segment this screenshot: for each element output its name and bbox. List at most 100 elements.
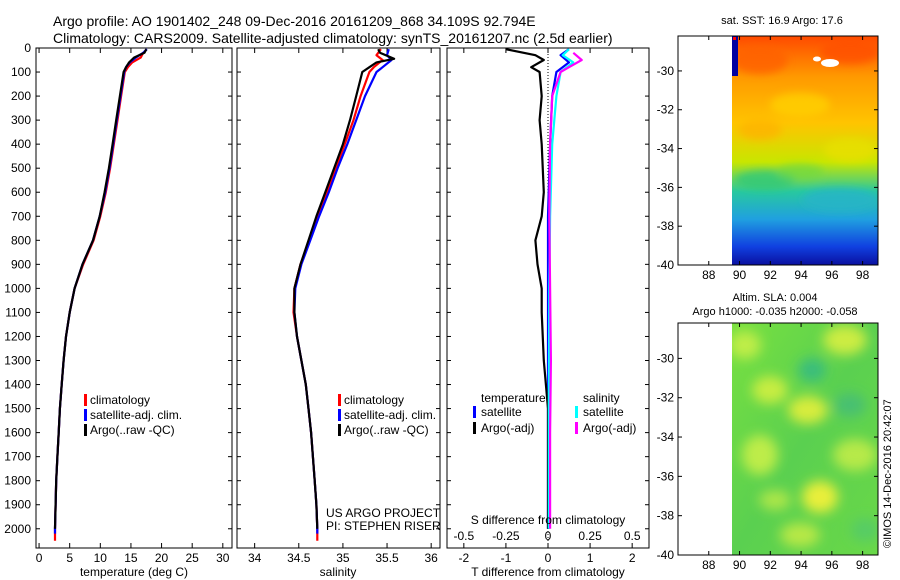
sst-lat-label: -36 (657, 180, 675, 194)
sal-series-argo-raw-qc- (293, 48, 396, 529)
temp-series-climatology (53, 52, 145, 541)
sla-axis-ticks: 88 90 92 94 96 98 -30 -32 -34 -36 -38 -40 (657, 323, 878, 572)
legend-swatch-climatology (338, 394, 341, 406)
salinity-panel: 34 34.5 35 35.5 36 salinity climatology sate… (236, 47, 441, 579)
sst-lon-label: 96 (825, 268, 839, 282)
temp-xtick-label: 5 (66, 551, 73, 565)
legend-swatch-argo (338, 424, 341, 436)
sla-lon-label: 92 (764, 558, 778, 572)
sal-series-climatology (292, 48, 384, 541)
sst-map-title: sat. SST: 16.9 Argo: 17.6 (721, 15, 843, 27)
diff-xtick-label: 2 (629, 551, 636, 565)
depth-tick-label: 1800 (4, 474, 31, 488)
diff-xtick-label-s: 0.25 (578, 529, 602, 543)
sla-heatmap (732, 323, 878, 555)
temperature-axis-ticks: 0 5 10 15 20 25 30 (36, 47, 232, 565)
sst-lat-label: -38 (657, 219, 675, 233)
legend-label-satellite-adj: satellite-adj. clim. (90, 408, 182, 422)
legend-title-salinity: salinity (583, 391, 620, 405)
difference-xlabel: T difference from climatology (471, 565, 625, 579)
header-line-2: Climatology: CARS2009. Satellite-adjuste… (53, 30, 613, 46)
header-line-1: Argo profile: AO 1901402_248 09-Dec-2016… (53, 13, 536, 29)
depth-tick-label: 1500 (4, 402, 31, 416)
depth-tick-label: 600 (11, 185, 31, 199)
sst-cloud-gap (821, 59, 839, 67)
depth-tick-label: 1000 (4, 281, 31, 295)
diff-series-salinity-argo-adj- (548, 51, 583, 529)
depth-tick-label: 100 (11, 65, 31, 79)
sal-xtick-label: 34.5 (287, 551, 311, 565)
legend-label-argo: Argo(..raw -QC) (344, 423, 429, 437)
salinity-series (292, 48, 396, 541)
sla-lon-label: 90 (733, 558, 747, 572)
difference-panel: -2 -1 0 1 2 -0.5 -0.25 0 0.25 0.5 S difference fr… (446, 47, 650, 579)
diff-xtick-label: 0 (545, 551, 552, 565)
salinity-legend: climatology satellite-adj. clim. Argo(..… (338, 393, 436, 437)
sla-lat-label: -36 (657, 469, 675, 483)
sst-lon-label: 90 (733, 268, 747, 282)
sst-heatmap (732, 36, 878, 265)
legend-label-temp-satellite: satellite (481, 405, 522, 419)
temp-xtick-label: 30 (216, 551, 230, 565)
legend-label-climatology: climatology (90, 393, 150, 407)
sst-lon-label: 92 (764, 268, 778, 282)
depth-tick-label: 2000 (4, 522, 31, 536)
depth-tick-label: 200 (11, 89, 31, 103)
sst-axis-ticks: 88 90 92 94 96 98 -30 -32 -34 -36 -38 -40 (657, 36, 878, 282)
legend-swatch-temp-satellite (473, 406, 476, 418)
diff-xtick-label-s: 0 (545, 529, 552, 543)
sla-lat-label: -38 (657, 509, 675, 523)
sal-xtick-label: 34 (248, 551, 262, 565)
sst-lon-label: 98 (856, 268, 870, 282)
salinity-axes-box (236, 47, 441, 549)
sst-lat-label: -34 (657, 142, 675, 156)
sla-map-panel: Altim. SLA: 0.004 Argo h1000: -0.035 h20… (657, 292, 879, 572)
depth-tick-label: 800 (11, 233, 31, 247)
legend-label-sal-satellite: satellite (583, 405, 624, 419)
depth-tick-label: 1400 (4, 378, 31, 392)
temperature-series (53, 48, 148, 541)
sst-texture (732, 40, 878, 212)
legend-swatch-satellite-adj (84, 409, 87, 421)
legend-label-temp-argo: Argo(-adj) (481, 421, 534, 435)
legend-label-climatology: climatology (344, 393, 404, 407)
diff-series-salinity-satellite (547, 48, 575, 529)
depth-tick-label: 1900 (4, 498, 31, 512)
depth-tick-label: 700 (11, 209, 31, 223)
sal-xtick-label: 35.5 (375, 551, 399, 565)
depth-tick-label: 300 (11, 113, 31, 127)
sla-lat-label: -32 (657, 391, 675, 405)
legend-swatch-sal-satellite (575, 406, 578, 418)
sal-xtick-label: 35 (336, 551, 350, 565)
imos-credit: ©IMOS 14-Dec-2016 20:42:07 (882, 399, 894, 548)
temperature-xlabel: temperature (deg C) (80, 565, 188, 579)
temp-xtick-label: 25 (186, 551, 200, 565)
temperature-panel: 0100200300400500600700800900100011001200… (4, 41, 233, 579)
depth-tick-label: 900 (11, 257, 31, 271)
depth-axis-labels: 0 100 200 300 400 500 600 700 800 900 1000 1100 1200… (4, 41, 31, 536)
legend-label-satellite-adj: satellite-adj. clim. (344, 408, 436, 422)
legend-title-temperature: temperature (481, 391, 546, 405)
depth-tick-label: 1600 (4, 426, 31, 440)
legend-label-sal-argo: Argo(-adj) (583, 421, 636, 435)
difference-legend: temperature satellite Argo(-adj) salinit… (473, 391, 636, 435)
diff-xtick-label-s: -0.5 (453, 529, 474, 543)
diff-xtick-label: -1 (501, 551, 512, 565)
sla-axes-box (677, 322, 879, 556)
difference-series (505, 48, 583, 529)
sla-lon-label: 98 (856, 558, 870, 572)
sst-lat-label: -40 (657, 258, 675, 272)
sla-map-title-1: Altim. SLA: 0.004 (733, 292, 818, 304)
sst-lon-label: 88 (702, 268, 716, 282)
salinity-xlabel: salinity (320, 565, 357, 579)
sst-land-edge (732, 36, 738, 76)
sla-lon-label: 96 (825, 558, 839, 572)
sst-map-panel: sat. SST: 16.9 Argo: 17.6 88 90 92 94 96 98 -3… (657, 15, 879, 282)
sla-lat-label: -30 (657, 351, 675, 365)
legend-swatch-satellite-adj (338, 409, 341, 421)
diff-xtick-label: -2 (458, 551, 469, 565)
credit-project: US ARGO PROJECT (326, 506, 441, 520)
legend-swatch-temp-argo (473, 422, 476, 434)
depth-tick-label: 1100 (5, 305, 31, 319)
